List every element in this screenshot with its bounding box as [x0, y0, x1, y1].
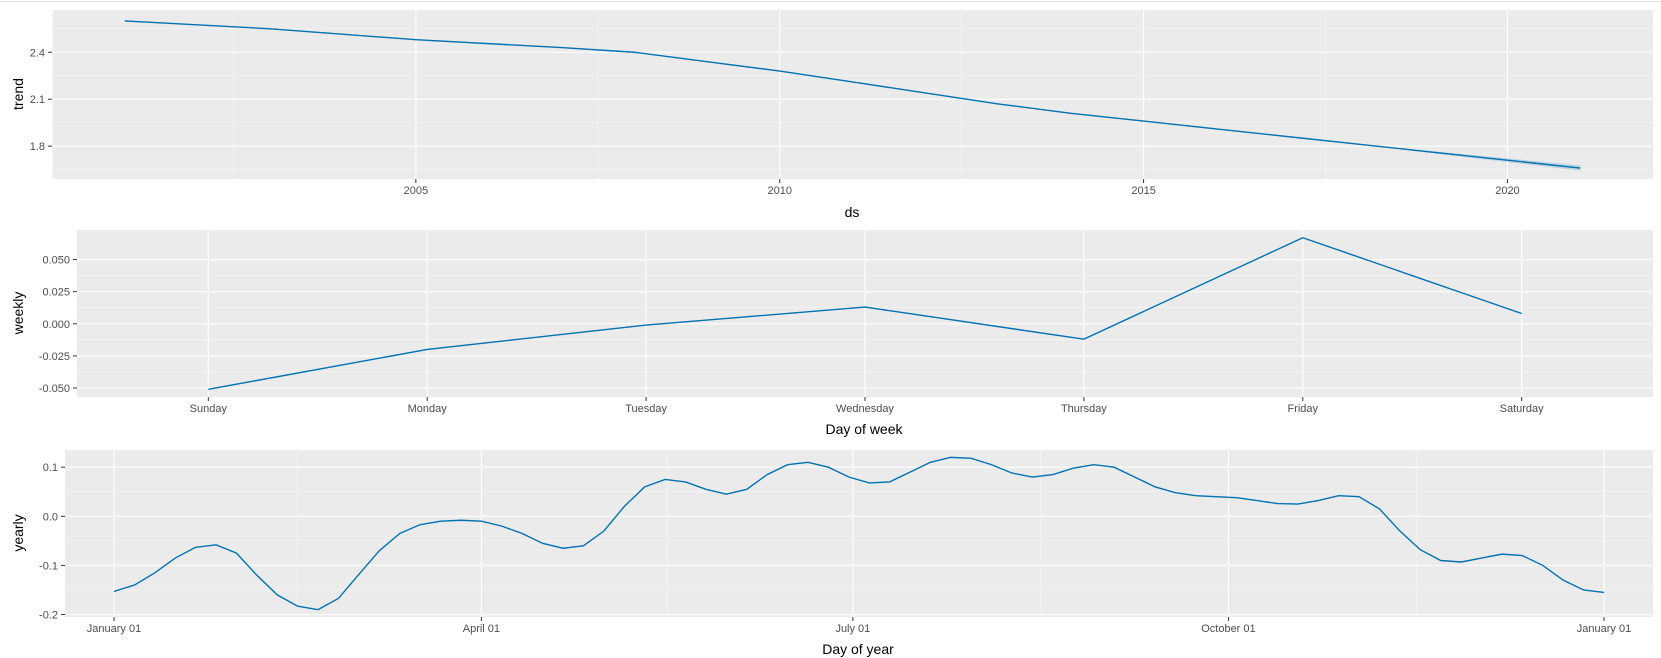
y-tick-label: 1.8 — [30, 141, 45, 153]
y-tick-label: 0.000 — [42, 319, 70, 331]
gridlines-yearly — [65, 450, 1653, 617]
x-tick-label: Sunday — [190, 403, 228, 415]
panel-trend: 2005 2010 2015 2020 1.8 2.1 2.4 ds trend — [10, 10, 1653, 220]
weekly-line — [208, 236, 1522, 390]
y-tick-label: -0.025 — [39, 351, 70, 363]
panel-weekly: Sunday Monday Tuesday Wednesday Thursday Frid… — [10, 230, 1653, 437]
y-axis-title-weekly: weekly — [10, 292, 26, 336]
x-axis-title-weekly: Day of week — [825, 421, 903, 437]
plot-background-yearly — [65, 450, 1653, 617]
x-tick-label: 2020 — [1495, 185, 1519, 197]
gridlines-trend — [51, 10, 1653, 179]
x-tick-label: Saturday — [1500, 403, 1545, 415]
x-tick-label: Wednesday — [836, 403, 894, 415]
x-tick-label: January 01 — [1577, 623, 1631, 635]
gridlines-weekly — [77, 230, 1653, 397]
x-ticks-trend: 2005 2010 2015 2020 — [404, 179, 1520, 197]
x-tick-label: October 01 — [1201, 623, 1255, 635]
x-tick-label: Thursday — [1061, 403, 1107, 415]
y-tick-label: -0.050 — [39, 383, 70, 395]
x-tick-label: July 01 — [835, 623, 870, 635]
x-ticks-weekly: Sunday Monday Tuesday Wednesday Thursday Frid… — [190, 397, 1545, 415]
y-axis-title-yearly: yearly — [10, 514, 26, 551]
x-tick-label: April 01 — [463, 623, 500, 635]
x-axis-title-yearly: Day of year — [822, 641, 894, 657]
x-ticks-yearly: January 01 April 01 July 01 October 01 Janua… — [87, 617, 1631, 635]
x-tick-label: Friday — [1287, 403, 1318, 415]
panel-yearly: January 01 April 01 July 01 October 01 Janua… — [10, 450, 1653, 657]
plot-background-trend — [52, 10, 1653, 179]
y-tick-label: -0.2 — [39, 610, 58, 622]
trend-line — [124, 20, 1581, 169]
y-tick-label: 0.050 — [42, 255, 70, 267]
y-ticks-weekly: -0.050 -0.025 0.000 0.025 0.050 — [39, 255, 77, 395]
x-tick-label: 2010 — [767, 185, 791, 197]
x-tick-label: Tuesday — [625, 403, 667, 415]
y-tick-label: 0.1 — [43, 462, 58, 474]
y-tick-label: -0.1 — [39, 560, 58, 572]
y-tick-label: 0.025 — [42, 287, 70, 299]
y-tick-label: 2.1 — [30, 94, 45, 106]
y-tick-label: 2.4 — [30, 47, 45, 59]
y-ticks-yearly: -0.2 -0.1 0.0 0.1 — [39, 462, 65, 622]
y-tick-label: 0.0 — [43, 511, 58, 523]
x-tick-label: Monday — [408, 403, 448, 415]
x-tick-label: 2005 — [404, 185, 428, 197]
y-axis-title-trend: trend — [10, 78, 26, 110]
x-tick-label: January 01 — [87, 623, 141, 635]
x-axis-title-trend: ds — [845, 204, 860, 220]
x-tick-label: 2015 — [1131, 185, 1155, 197]
yearly-line — [113, 456, 1605, 611]
y-ticks-trend: 1.8 2.1 2.4 — [30, 47, 52, 153]
